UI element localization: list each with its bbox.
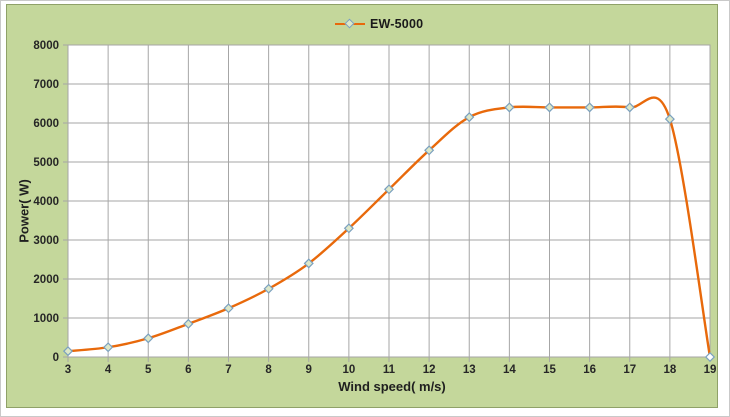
x-tick-label: 3: [65, 364, 71, 376]
x-tick-label: 13: [463, 364, 476, 376]
y-tick-label: 7000: [33, 79, 59, 91]
data-point-marker: [664, 114, 675, 125]
legend-label: EW-5000: [370, 17, 424, 31]
x-tick-label: 16: [583, 364, 596, 376]
data-point-marker: [303, 258, 314, 269]
data-point-marker: [383, 184, 395, 195]
x-axis-title: Wind speed( m/s): [338, 379, 446, 394]
data-point-marker: [464, 112, 475, 123]
data-point-marker: [704, 351, 716, 363]
y-tick-label: 2000: [33, 274, 59, 286]
x-tick-label: 14: [503, 364, 516, 376]
data-point-marker: [103, 342, 114, 353]
data-point-marker: [624, 102, 635, 113]
x-tick-label: 19: [704, 364, 717, 376]
x-tick-label: 6: [185, 364, 191, 376]
data-point-marker: [343, 223, 354, 234]
data-point-marker: [584, 102, 595, 113]
x-tick-label: 7: [225, 364, 231, 376]
x-tick-label: 11: [383, 364, 396, 376]
data-point-marker: [223, 303, 234, 314]
data-point-marker: [143, 333, 154, 344]
x-tick-label: 17: [623, 364, 636, 376]
legend-series-line-icon: [335, 18, 365, 28]
legend: EW-5000: [335, 16, 423, 32]
y-tick-label: 1000: [33, 313, 59, 325]
y-tick-label: 4000: [33, 196, 59, 208]
data-point-marker: [544, 102, 555, 113]
y-axis-title: Power( W): [16, 179, 32, 243]
data-point-marker: [62, 346, 74, 357]
x-tick-label: 4: [105, 364, 112, 376]
data-point-marker: [504, 102, 515, 113]
y-tick-label: 0: [53, 352, 59, 364]
data-point-marker: [263, 283, 274, 294]
y-tick-label: 5000: [33, 157, 59, 169]
y-tick-label: 6000: [33, 118, 59, 130]
x-tick-label: 8: [265, 364, 272, 376]
x-tick-label: 5: [145, 364, 152, 376]
y-tick-label: 3000: [33, 235, 59, 247]
x-tick-label: 12: [423, 364, 436, 376]
data-point-marker: [424, 145, 435, 156]
y-tick-label: 8000: [33, 40, 59, 52]
x-tick-label: 15: [543, 364, 556, 376]
plot-border: [67, 44, 711, 358]
x-tick-label: 10: [342, 364, 355, 376]
x-tick-label: 18: [663, 364, 676, 376]
x-tick-label: 9: [306, 364, 312, 376]
data-point-marker: [183, 318, 194, 329]
